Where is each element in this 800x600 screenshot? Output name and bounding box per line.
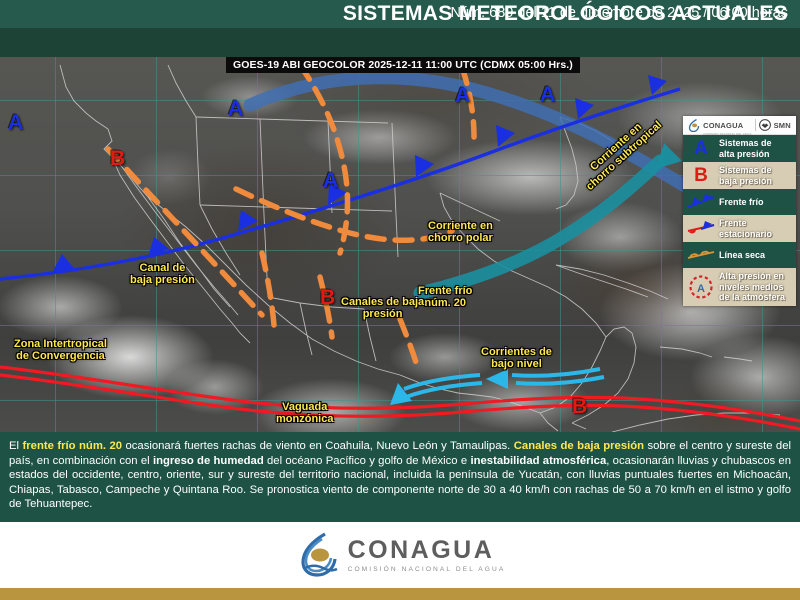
legend-conagua-sublabel: COMISIÓN NACIONAL DEL AGUA bbox=[703, 132, 752, 136]
polar-jet-band bbox=[243, 71, 697, 196]
satellite-land-layer bbox=[0, 57, 800, 432]
forecast-description: El frente frío núm. 20 ocasionará fuerte… bbox=[0, 432, 800, 522]
grid-line-vertical bbox=[358, 57, 359, 432]
letter-A-blue-icon: A bbox=[694, 138, 708, 159]
satellite-timestamp-text: GOES-19 ABI GEOCOLOR 2025-12-11 11:00 UT… bbox=[233, 58, 573, 71]
dry-line-icon bbox=[687, 245, 715, 265]
bulletin-number-date: Núm. 689 del 11 de diciembre de 2025 / 0… bbox=[450, 5, 788, 21]
legend-item-stationary-front[interactable]: Frente estacionario bbox=[683, 215, 796, 242]
description-fragment: , ocasionarán lluvias y chubascos en est… bbox=[9, 454, 791, 511]
grid-line-horizontal bbox=[0, 175, 800, 176]
label-vaguada-monzonica: Vaguada monzónica bbox=[276, 401, 334, 425]
grid-line-vertical bbox=[55, 57, 56, 432]
high-pressure-marker-usa-east: A bbox=[455, 84, 471, 107]
svg-text:A: A bbox=[697, 283, 705, 295]
grid-line-horizontal bbox=[0, 100, 800, 101]
smn-eagle-icon bbox=[758, 119, 771, 131]
subtropical-jet-band bbox=[413, 154, 667, 300]
low-level-current-arrows bbox=[390, 367, 605, 405]
legend-item-low-pressure[interactable]: B Sistemas de baja presión bbox=[683, 162, 796, 189]
conagua-logo-icon bbox=[300, 532, 338, 577]
forecast-description-text: El frente frío núm. 20 ocasionará fuerte… bbox=[9, 439, 791, 512]
label-canal-baja-presion-nw: Canal de baja presión bbox=[130, 262, 195, 286]
grid-line-horizontal bbox=[0, 250, 800, 251]
label-corriente-chorro-polar: Corriente en chorro polar bbox=[428, 220, 493, 244]
header-title-band bbox=[0, 0, 800, 28]
low-pressure-marker-yucatan: B bbox=[572, 395, 588, 418]
legend-conagua-logo: CONAGUA COMISIÓN NACIONAL DEL AGUA bbox=[703, 115, 751, 136]
description-fragment: frente frío núm. 20 bbox=[22, 440, 123, 452]
description-fragment: ingreso de humedad bbox=[152, 454, 264, 467]
trough-lines bbox=[105, 62, 477, 372]
legend-label-cold-front: Frente frío bbox=[719, 196, 764, 207]
legend-conagua-label: CONAGUA bbox=[703, 120, 744, 130]
legend-item-mid-level-high[interactable]: A Alta presión en niveles medios de la a… bbox=[683, 268, 796, 306]
cold-front-line bbox=[0, 75, 681, 281]
grid-line-vertical bbox=[459, 57, 460, 432]
mid-level-high-icon: A bbox=[687, 275, 715, 299]
legend-label-dry-line: Línea seca bbox=[719, 249, 766, 260]
legend-panel: CONAGUA COMISIÓN NACIONAL DEL AGUA SMN A… bbox=[683, 116, 796, 306]
satellite-timestamp-banner: GOES-19 ABI GEOCOLOR 2025-12-11 11:00 UT… bbox=[226, 57, 580, 73]
legend-logo-bar: CONAGUA COMISIÓN NACIONAL DEL AGUA SMN bbox=[683, 115, 796, 136]
grid-line-vertical bbox=[257, 57, 258, 432]
subtropical-jet-arrowhead bbox=[656, 143, 682, 169]
footer-gold-bar bbox=[0, 588, 800, 600]
footer-brand-label: CONAGUA bbox=[347, 535, 495, 564]
legend-item-dry-line[interactable]: Línea seca bbox=[683, 242, 796, 268]
stationary-front-icon bbox=[687, 219, 715, 239]
satellite-imagery: GOES-19 ABI GEOCOLOR 2025-12-11 11:00 UT… bbox=[0, 57, 800, 432]
legend-label-low-pressure: Sistemas de baja presión bbox=[719, 165, 773, 186]
label-corrientes-bajo-nivel: Corrientes de bajo nivel bbox=[481, 346, 552, 370]
high-pressure-marker-usa-west: A bbox=[228, 97, 244, 120]
high-pressure-marker-usa-central: A bbox=[323, 169, 339, 192]
footer-brand: CONAGUA COMISIÓN NACIONAL DEL AGUA bbox=[0, 522, 800, 588]
high-pressure-marker-atlantic: A bbox=[540, 83, 556, 106]
footer-brand-text: CONAGUA COMISIÓN NACIONAL DEL AGUA bbox=[347, 535, 506, 573]
legend-item-cold-front[interactable]: Frente frío bbox=[683, 189, 796, 215]
high-pressure-marker-pacific: A bbox=[8, 111, 24, 134]
legend-logo-divider bbox=[754, 119, 756, 131]
footer-brand-sublabel: COMISIÓN NACIONAL DEL AGUA bbox=[347, 565, 506, 573]
weather-systems-overlay bbox=[0, 62, 800, 431]
legend-label-high-pressure: Sistemas de alta presión bbox=[719, 138, 772, 159]
cold-front-icon bbox=[687, 192, 715, 212]
low-pressure-marker-baja: B bbox=[110, 147, 126, 170]
low-pressure-marker-pacific-south: B bbox=[320, 286, 336, 309]
description-fragment: sobre el centro y sureste del país, en c… bbox=[9, 440, 792, 467]
legend-item-high-pressure[interactable]: A Sistemas de alta presión bbox=[683, 135, 796, 162]
page-footer: CONAGUA COMISIÓN NACIONAL DEL AGUA bbox=[0, 522, 800, 600]
itcz-line bbox=[0, 365, 800, 431]
description-fragment: del océano Pacífico y golfo de México e bbox=[263, 454, 471, 467]
satellite-map[interactable]: GOES-19 ABI GEOCOLOR 2025-12-11 11:00 UT… bbox=[0, 57, 800, 432]
label-canales-baja-presion-s: Canales de baja presión bbox=[341, 296, 425, 320]
grid-line-vertical bbox=[661, 57, 662, 432]
label-zona-intertropical: Zona Intertropical de Convergencia bbox=[14, 338, 107, 362]
header-subtitle-band bbox=[0, 28, 800, 57]
legend-label-stationary-front: Frente estacionario bbox=[719, 218, 773, 239]
description-fragment: ocasionará fuertes rachas de viento en C… bbox=[122, 440, 514, 452]
conagua-drop-icon bbox=[689, 118, 700, 132]
description-fragment: inestabilidad atmosférica bbox=[470, 454, 607, 467]
legend-label-mid-level-high: Alta presión en niveles medios de la atm… bbox=[719, 271, 786, 302]
description-fragment: El bbox=[9, 440, 23, 452]
label-frente-frio-20: Frente frío núm. 20 bbox=[418, 285, 473, 309]
page-title: SISTEMAS METEOROLÓGICOS ACTUALES bbox=[342, 2, 788, 25]
letter-B-red-icon: B bbox=[694, 165, 708, 186]
legend-smn-label: SMN bbox=[773, 120, 791, 130]
description-fragment: Canales de baja presión bbox=[513, 440, 645, 452]
